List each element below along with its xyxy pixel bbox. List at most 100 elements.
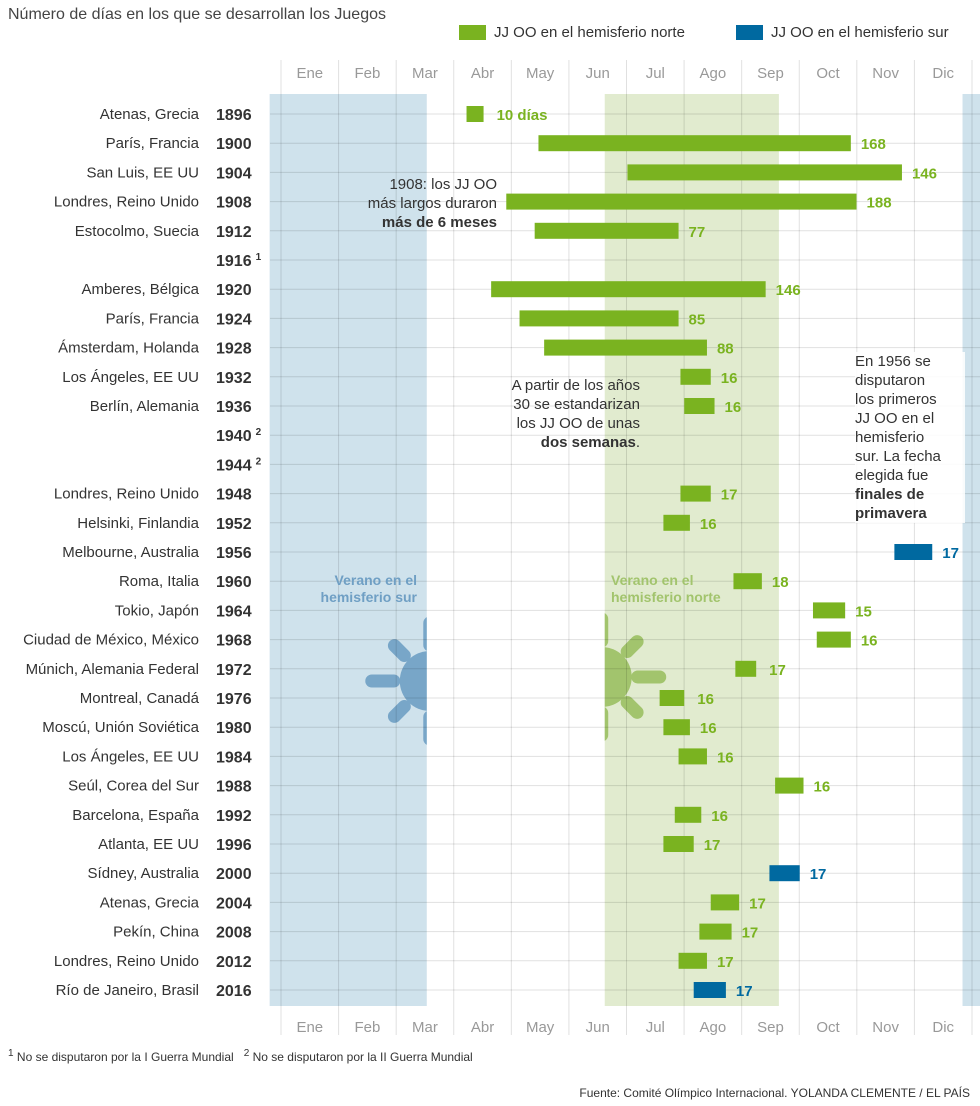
month-label-bottom: Oct [816,1019,840,1036]
row-city-label: San Luis, EE UU [86,164,199,181]
row-city-label: Río de Janeiro, Brasil [56,982,199,999]
bar-value-label-2012: 17 [717,954,734,971]
source-credit: Fuente: Comité Olímpico Internacional. Y… [579,1086,970,1100]
row-city-label: Los Ángeles, EE UU [62,748,199,765]
month-label-top: Dic [932,65,954,82]
annotation-1908: 1908: los JJ OO más largos duraron más d… [368,175,497,232]
month-label-top: Mar [412,65,438,82]
month-label-bottom: Mar [412,1019,438,1036]
row-year-label: 2016 [216,983,252,1000]
row-year-footnote-mark: 2 [256,427,262,438]
annotation-1956-line: disputaron [855,372,926,389]
annotation-1930s: A partir de los años 30 se estandarizan … [512,376,640,452]
footnotes: 1 No se disputaron por la I Guerra Mundi… [8,1048,473,1064]
row-year-label: 1940 2 [216,427,262,445]
month-label-top: May [526,65,555,82]
bar-1984 [678,748,707,765]
northern-summer-label: Verano en el hemisferio norte [611,572,721,606]
row-year-label: 2008 [216,925,252,942]
annotation-1956-line: los primeros [855,391,937,408]
month-label-bottom: Ago [700,1019,727,1036]
row-year-label: 1964 [216,603,252,620]
bar-value-label-1928: 88 [717,341,734,358]
bar-1924 [519,310,679,327]
bar-1900 [538,135,851,152]
annotation-1930s-line1: A partir de los años [511,377,640,394]
month-label-top: Ene [296,65,323,82]
sun-icon-north [604,613,667,741]
bar-2016 [693,982,726,998]
row-year-label: 1920 [216,282,252,299]
legend-swatch-sur [736,25,763,40]
bar-value-label-1948: 17 [721,487,738,504]
row-city-label: Múnich, Alemania Federal [26,661,199,678]
bar-1956 [894,544,933,560]
southern-summer-label: Verano en el hemisferio sur [321,572,417,606]
row-city-label: Seúl, Corea del Sur [68,778,199,795]
row-city-label: Estocolmo, Suecia [75,223,200,240]
southern-summer-label-line1: Verano en el [334,572,417,588]
bar-value-label-1912: 77 [689,224,706,241]
row-year-label: 1972 [216,662,252,679]
annotation-1908-line1: 1908: los JJ OO [389,176,497,193]
northern-summer-label-line2: hemisferio norte [611,589,721,605]
row-city-label: Ciudad de México, México [23,632,199,649]
month-label-bottom: Jun [586,1019,610,1036]
bar-1932 [680,368,711,385]
bar-value-label-1968: 16 [861,633,878,650]
row-city-label: Helsinki, Finlandia [77,515,199,532]
month-label-top: Feb [354,65,380,82]
annotation-1908-line2: más largos duraron [367,195,497,212]
bar-1996 [663,836,694,852]
bar-value-label-1996: 17 [704,837,721,854]
bar-1936 [684,398,715,414]
row-year-label: 1984 [216,749,252,766]
southern-summer-label-line2: hemisferio sur [320,589,417,605]
bar-value-label-1980: 16 [700,720,717,737]
bar-value-label-1932: 16 [721,370,738,387]
bar-value-label-1984: 16 [717,749,734,766]
row-year-footnote-mark: 1 [256,252,262,263]
row-year-label: 2000 [216,866,252,883]
bar-value-label-1908: 188 [867,195,892,212]
bar-value-label-1920: 146 [776,282,801,299]
legend-item-sur: JJ OO en el hemisferio sur [736,24,949,41]
footnote-2-mark: 2 [243,1048,250,1059]
northern-summer-label-line1: Verano en el [611,572,694,588]
month-label-top: Jun [586,65,610,82]
row-year-label: 1928 [216,341,252,358]
bar-value-label-1972: 17 [769,662,786,679]
row-city-label: Atenas, Grecia [100,106,200,123]
bar-value-label-2016: 17 [736,983,753,1000]
bar-value-label-1952: 16 [700,516,717,533]
annotation-1956-line: elegida fue [855,467,929,484]
row-city-label: Berlín, Alemania [90,398,200,415]
row-year-label: 1988 [216,779,252,796]
month-label-bottom: May [526,1019,555,1036]
legend-item-norte: JJ OO en el hemisferio norte [459,24,685,41]
month-label-bottom: Feb [354,1019,380,1036]
bar-1964 [812,602,846,619]
annotation-1956-line: JJ OO en el [855,410,935,427]
row-city-label: Moscú, Unión Soviética [42,719,199,736]
bar-1968 [816,631,851,648]
annotation-1956-bold: primavera [855,505,927,522]
bar-1912 [534,222,679,239]
month-label-bottom: Jul [646,1019,665,1036]
row-city-label: París, Francia [106,135,200,152]
month-label-top: Oct [816,65,840,82]
row-city-label: Atlanta, EE UU [98,836,199,853]
row-city-label: Barcelona, España [72,807,199,824]
band-southern-summer [269,94,427,1006]
annotation-1956: En 1956 se disputaron los primeros JJ OO… [855,352,965,523]
bar-1920 [491,281,766,298]
bar-2000 [769,865,800,882]
bar-1908 [506,193,857,210]
month-label-top: Sep [757,65,784,82]
row-city-label: Londres, Reino Unido [54,953,199,970]
bar-value-label-1904: 146 [912,165,937,182]
row-year-label: 1960 [216,574,252,591]
row-year-label: 1924 [216,311,252,328]
bar-1896 [466,106,484,122]
